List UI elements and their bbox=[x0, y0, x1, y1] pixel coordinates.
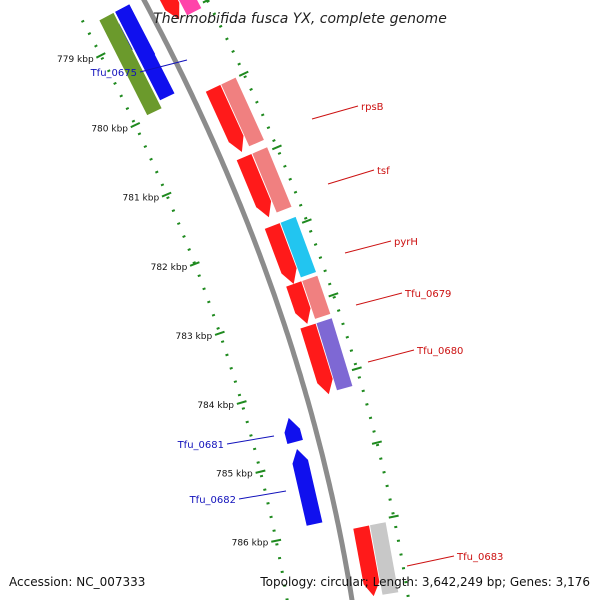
outer-major-tick bbox=[271, 144, 282, 151]
accession-text: Accession: NC_007333 bbox=[9, 575, 145, 589]
inner-major-tick bbox=[95, 52, 106, 59]
feature-f-cds-0[interactable] bbox=[159, 0, 180, 20]
outer-major-tick bbox=[351, 366, 362, 372]
tick-label-780: 780 kbp bbox=[91, 125, 128, 135]
inner-major-tick bbox=[130, 122, 141, 129]
backbone-layer bbox=[141, 0, 355, 600]
feature-f-cds-10[interactable] bbox=[264, 223, 297, 284]
backbone-line bbox=[141, 0, 355, 600]
inner-major-tick bbox=[161, 191, 172, 198]
feature-layer bbox=[99, 0, 399, 597]
leader-line-3 bbox=[344, 240, 392, 254]
outer-major-tick bbox=[328, 292, 339, 298]
gene-label[interactable]: Tfu_0675 bbox=[90, 68, 137, 79]
tick-layer: 779 kbp 780 kbp 781 kbp 782 kbp 783 kbp 784 k… bbox=[57, 0, 411, 600]
feature-f-gene-7[interactable] bbox=[221, 77, 264, 147]
outer-major-tick bbox=[238, 70, 249, 77]
feature-f-cds-12[interactable] bbox=[286, 281, 311, 324]
feature-r-cds-17[interactable] bbox=[292, 449, 323, 526]
tick-label-782: 782 kbp bbox=[151, 263, 188, 273]
outer-major-tick bbox=[388, 514, 399, 519]
feature-f-cds-8[interactable] bbox=[236, 154, 272, 218]
gene-label[interactable]: tsf bbox=[377, 166, 390, 177]
gene-label[interactable]: rpsB bbox=[361, 102, 384, 113]
gene-label[interactable]: Tfu_0682 bbox=[189, 495, 236, 506]
feature-f-gene-11[interactable] bbox=[280, 216, 316, 278]
feature-f-cds-6[interactable] bbox=[205, 84, 244, 152]
leader-line-5 bbox=[367, 349, 415, 363]
outer-major-tick bbox=[301, 218, 312, 224]
feature-r-cds-5[interactable] bbox=[115, 4, 175, 101]
tick-label-784: 784 kbp bbox=[197, 401, 234, 411]
gene-label[interactable]: Tfu_0679 bbox=[404, 289, 451, 300]
feature-f-gene-9[interactable] bbox=[252, 147, 292, 213]
feature-f-gene-1[interactable] bbox=[174, 0, 202, 16]
feature-f-gene-15[interactable] bbox=[316, 318, 353, 391]
feature-f-cds-14[interactable] bbox=[300, 323, 333, 395]
inner-major-tick bbox=[214, 330, 225, 336]
leader-line-1 bbox=[311, 105, 359, 120]
feature-f-gene-13[interactable] bbox=[302, 275, 331, 319]
leader-line-6 bbox=[226, 435, 275, 445]
tick-label-779: 779 kbp bbox=[57, 55, 94, 65]
label-layer: Tfu_0675 rpsB tsf pyrH Tfu_0679 Tfu_0680 Tfu_0… bbox=[90, 59, 503, 567]
tick-label-781: 781 kbp bbox=[123, 194, 160, 204]
outer-major-tick bbox=[202, 0, 211, 4]
leader-line-4 bbox=[355, 292, 403, 306]
tick-label-785: 785 kbp bbox=[216, 470, 253, 480]
feature-r-gene-4[interactable] bbox=[99, 12, 162, 116]
feature-r-cds-16[interactable] bbox=[284, 417, 303, 444]
feature-f-gene-19[interactable] bbox=[370, 522, 399, 595]
inner-major-tick bbox=[236, 400, 247, 405]
gene-label[interactable]: Tfu_0683 bbox=[456, 552, 503, 563]
topology-text: Topology: circular; Length: 3,642,249 bp… bbox=[259, 575, 590, 589]
inner-major-tick bbox=[189, 261, 200, 267]
map-title: Thermobifida fusca YX, complete genome bbox=[153, 11, 447, 27]
tick-label-783: 783 kbp bbox=[176, 332, 213, 342]
outer-major-tick bbox=[371, 440, 382, 445]
gene-label[interactable]: Tfu_0680 bbox=[416, 346, 463, 357]
gene-label[interactable]: pyrH bbox=[394, 237, 418, 248]
tick-label-786: 786 kbp bbox=[232, 538, 269, 548]
leader-line-0 bbox=[139, 59, 188, 73]
inner-tick-guide bbox=[80, 19, 289, 600]
feature-f-cds-18[interactable] bbox=[353, 525, 380, 597]
gene-label[interactable]: Tfu_0681 bbox=[177, 440, 224, 451]
leader-line-2 bbox=[327, 169, 375, 185]
leader-line-8 bbox=[406, 555, 455, 567]
inner-major-tick bbox=[271, 538, 282, 543]
leader-line-7 bbox=[238, 490, 287, 500]
inner-major-tick bbox=[255, 469, 266, 474]
